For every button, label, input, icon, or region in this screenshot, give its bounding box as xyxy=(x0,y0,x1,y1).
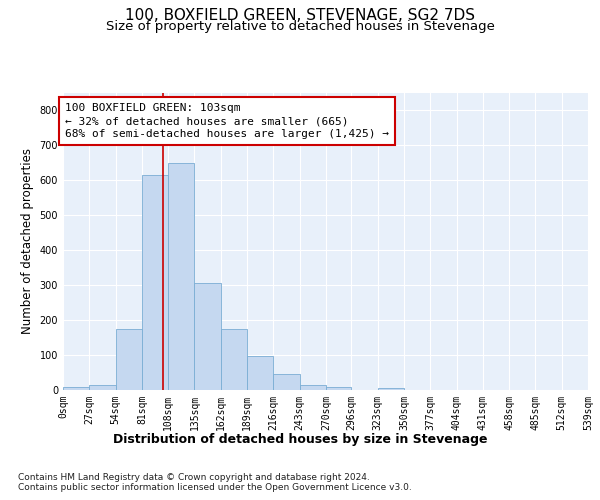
Bar xyxy=(63,387,89,390)
Bar xyxy=(247,356,274,390)
Text: Distribution of detached houses by size in Stevenage: Distribution of detached houses by size … xyxy=(113,432,487,446)
Text: 100 BOXFIELD GREEN: 103sqm
← 32% of detached houses are smaller (665)
68% of sem: 100 BOXFIELD GREEN: 103sqm ← 32% of deta… xyxy=(65,103,389,140)
Text: 100, BOXFIELD GREEN, STEVENAGE, SG2 7DS: 100, BOXFIELD GREEN, STEVENAGE, SG2 7DS xyxy=(125,8,475,22)
Bar xyxy=(194,283,221,390)
Bar xyxy=(168,162,194,390)
Bar xyxy=(142,175,168,390)
Bar xyxy=(89,385,116,390)
Text: Contains HM Land Registry data © Crown copyright and database right 2024.
Contai: Contains HM Land Registry data © Crown c… xyxy=(18,472,412,492)
Y-axis label: Number of detached properties: Number of detached properties xyxy=(21,148,34,334)
Bar xyxy=(274,374,299,390)
Bar xyxy=(377,388,404,390)
Bar xyxy=(116,329,142,390)
Text: Size of property relative to detached houses in Stevenage: Size of property relative to detached ho… xyxy=(106,20,494,33)
Bar xyxy=(299,386,326,390)
Bar xyxy=(221,329,247,390)
Bar xyxy=(326,386,352,390)
